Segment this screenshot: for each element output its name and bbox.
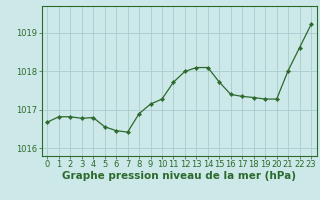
X-axis label: Graphe pression niveau de la mer (hPa): Graphe pression niveau de la mer (hPa) [62, 171, 296, 181]
